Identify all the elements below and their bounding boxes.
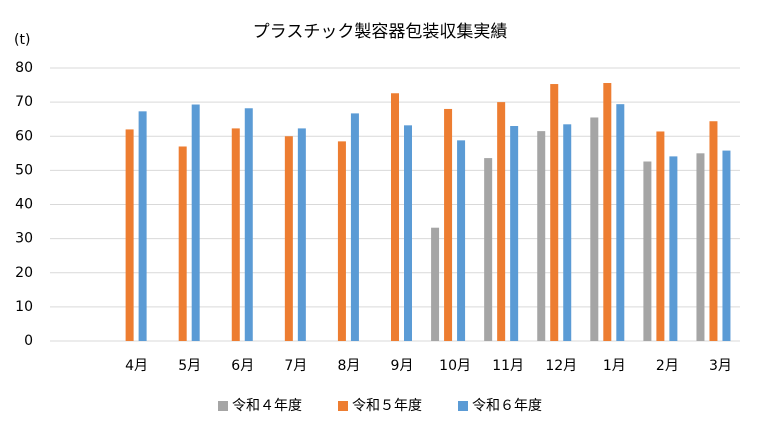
chart-title: プラスチック製容器包装収集実績 xyxy=(253,22,508,42)
bar xyxy=(138,111,147,342)
bar xyxy=(125,129,134,341)
x-tick-label: 10月 xyxy=(439,358,471,374)
x-tick-label: 1月 xyxy=(603,358,626,374)
bar xyxy=(350,113,359,341)
bar xyxy=(178,146,187,341)
y-axis-label: (t) xyxy=(14,32,30,48)
bar xyxy=(616,104,625,341)
bar xyxy=(297,128,306,341)
legend-swatch xyxy=(338,401,348,411)
x-tick-label: 2月 xyxy=(656,358,679,374)
y-tick-label: 0 xyxy=(24,333,33,349)
y-tick-label: 80 xyxy=(15,60,33,76)
bar xyxy=(284,136,293,341)
bar xyxy=(537,131,546,341)
bar xyxy=(404,125,412,341)
x-tick-label: 3月 xyxy=(709,358,732,374)
x-tick-label: 6月 xyxy=(231,358,254,374)
bar xyxy=(391,93,399,341)
legend-label: 令和６年度 xyxy=(472,398,542,414)
bar xyxy=(510,126,519,341)
x-tick-label: 4月 xyxy=(125,358,148,374)
bar xyxy=(563,124,572,342)
bar xyxy=(590,117,599,341)
x-tick-label: 8月 xyxy=(337,358,360,374)
bar xyxy=(231,128,240,341)
x-tick-label: 5月 xyxy=(178,358,201,374)
bar xyxy=(484,158,493,341)
bar xyxy=(457,140,466,341)
bar xyxy=(669,156,678,341)
bar xyxy=(244,108,253,341)
bar xyxy=(603,83,612,341)
y-tick-label: 20 xyxy=(15,265,33,281)
y-tick-label: 50 xyxy=(15,162,33,178)
legend-label: 令和４年度 xyxy=(232,398,302,414)
y-tick-label: 40 xyxy=(15,197,33,213)
y-tick-label: 10 xyxy=(15,299,33,315)
bar xyxy=(550,84,559,341)
bar xyxy=(722,150,731,341)
bar xyxy=(431,227,440,341)
x-tick-label: 7月 xyxy=(284,358,307,374)
bar xyxy=(643,161,652,341)
x-tick-label: 9月 xyxy=(391,358,414,374)
legend-swatch xyxy=(458,401,468,411)
bar xyxy=(709,121,718,341)
bar xyxy=(191,104,200,341)
y-tick-label: 60 xyxy=(15,128,33,144)
x-tick-label: 11月 xyxy=(492,358,524,374)
legend-label: 令和５年度 xyxy=(352,398,422,414)
bar xyxy=(444,108,453,341)
bar xyxy=(696,153,705,341)
y-tick-label: 70 xyxy=(15,94,33,110)
y-tick-label: 30 xyxy=(15,231,33,247)
x-tick-label: 12月 xyxy=(545,358,577,374)
legend-swatch xyxy=(218,401,228,411)
bar xyxy=(337,141,346,341)
bar xyxy=(497,102,506,341)
bar xyxy=(656,131,665,341)
